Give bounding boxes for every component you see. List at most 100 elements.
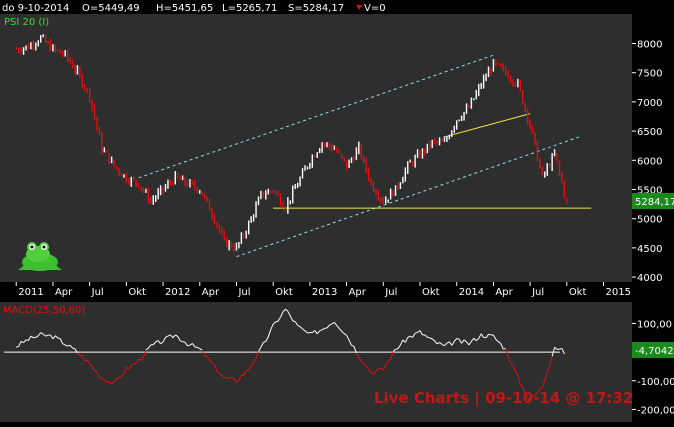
- x-tick-label: Okt: [128, 287, 146, 298]
- macd-segment: [250, 362, 255, 367]
- price-tick-label: 8000: [637, 40, 662, 51]
- macd-segment: [77, 352, 81, 356]
- macd-segment: [126, 366, 130, 370]
- macd-segment: [277, 316, 281, 322]
- macd-segment: [333, 321, 338, 326]
- price-bars: [15, 34, 568, 253]
- macd-segment: [331, 321, 335, 325]
- macd-segment: [243, 370, 247, 376]
- ohlc-header: do 9-10-2014 O=5449,49 H=5451,65 L=5265,…: [2, 3, 386, 14]
- macd-segment: [152, 341, 157, 346]
- macd-segment: [399, 339, 404, 346]
- macd-segment: [140, 356, 144, 361]
- macd-segment: [96, 371, 100, 378]
- header-close: S=5284,17: [288, 3, 344, 14]
- macd-segment: [175, 334, 179, 337]
- macd-segment: [116, 377, 120, 380]
- price-tick-label: 6000: [637, 156, 662, 167]
- price-tick-label: 6500: [637, 127, 662, 138]
- macd-segment: [216, 371, 220, 374]
- macd-segment: [165, 335, 169, 338]
- macd-segment: [99, 377, 103, 379]
- macd-segment: [387, 359, 391, 362]
- macd-segment: [52, 335, 56, 340]
- macd-segment: [346, 335, 350, 341]
- price-tick-label: 4000: [637, 273, 662, 284]
- macd-segment: [236, 380, 240, 383]
- x-tick-label: Jul: [91, 287, 104, 298]
- macd-segment: [184, 341, 188, 347]
- macd-segment: [517, 375, 521, 385]
- macd-segment: [316, 330, 321, 335]
- macd-segment: [480, 333, 485, 338]
- macd-segment: [463, 339, 467, 343]
- macd-segment: [441, 343, 445, 347]
- macd-segment: [436, 342, 440, 345]
- macd-segment: [223, 376, 227, 379]
- price-tick-label: 7000: [637, 98, 662, 109]
- last-price-label: 5284,17: [632, 193, 674, 209]
- macd-segment: [37, 332, 42, 337]
- macd-segment: [30, 335, 34, 339]
- down-arrow-icon: [356, 5, 362, 10]
- header-date: do 9-10-2014: [2, 3, 69, 14]
- macd-segment: [270, 323, 274, 330]
- macd-segment: [453, 338, 458, 342]
- frog-logo: [18, 242, 62, 271]
- x-tick-label: Jul: [384, 287, 397, 298]
- header-low: L=5265,71: [222, 3, 277, 14]
- macd-segment: [189, 343, 193, 346]
- macd-segment: [427, 336, 430, 339]
- macd-segment: [495, 339, 499, 343]
- macd-segment: [18, 341, 22, 347]
- macd-segment: [155, 340, 159, 343]
- macd-segment: [554, 346, 558, 350]
- header-open: O=5449,49: [82, 3, 140, 14]
- macd-segment: [103, 379, 108, 383]
- last-macd-label: -4,7042: [632, 342, 674, 358]
- price-tick-label: 5000: [637, 215, 662, 226]
- macd-segment: [157, 340, 162, 345]
- macd-segment: [338, 328, 343, 332]
- macd-segment: [402, 339, 406, 343]
- macd-segment: [89, 363, 93, 367]
- macd-segment: [448, 341, 453, 346]
- macd-segment: [378, 367, 382, 370]
- macd-segment: [458, 338, 463, 344]
- macd-segment: [57, 337, 61, 340]
- macd-segment: [33, 336, 36, 339]
- macd-segment: [260, 342, 264, 348]
- macd-segment: [35, 335, 39, 338]
- macd-segment: [368, 369, 372, 373]
- macd-segment: [546, 364, 551, 373]
- macd-segment: [385, 360, 389, 366]
- x-tick-label: 2015: [606, 287, 631, 298]
- macd-segment: [539, 387, 543, 389]
- macd-segment: [390, 351, 394, 360]
- macd-segment: [20, 340, 24, 344]
- macd-segment: [404, 337, 409, 343]
- macd-segment: [192, 343, 196, 348]
- macd-segment: [559, 347, 563, 350]
- macd-segment: [524, 393, 529, 398]
- trend-channel-line: [236, 136, 580, 258]
- macd-segment: [179, 340, 183, 343]
- macd-segment: [285, 308, 289, 312]
- macd-segment: [314, 330, 318, 335]
- macd-segment: [121, 373, 125, 377]
- macd-segment: [128, 364, 132, 370]
- x-tick-label: Jul: [237, 287, 250, 298]
- macd-segment: [131, 363, 134, 366]
- macd-segment: [549, 356, 553, 365]
- macd-segment: [167, 334, 171, 337]
- macd-segment: [81, 355, 86, 362]
- macd-segment: [392, 349, 396, 352]
- macd-segment: [375, 368, 379, 372]
- macd-segment: [231, 377, 235, 379]
- macd-axis: 100,000-100,00-200,00: [632, 319, 674, 416]
- macd-tick-label: 100,00: [637, 319, 672, 330]
- price-tick-label: 4500: [637, 244, 662, 255]
- x-axis: 2011 Apr Jul Okt 2012 Apr Jul Okt 2013 Apr Jul Okt 2…: [15, 282, 631, 298]
- macd-tick-label: -200,00: [637, 405, 674, 416]
